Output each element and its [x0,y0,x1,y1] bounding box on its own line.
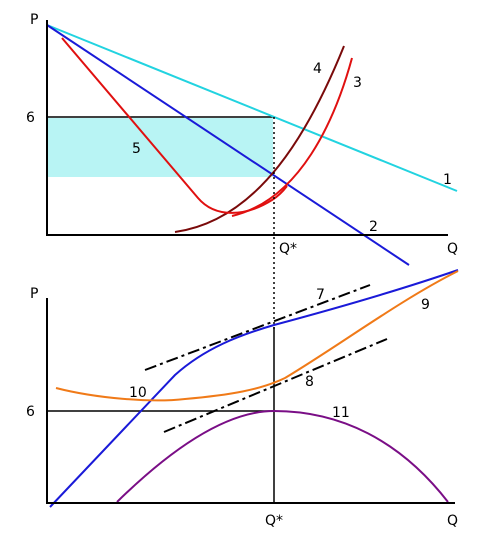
tangent-7-line [144,284,371,371]
curve-11-curve [116,409,449,503]
price-tick-upper: 6 [26,110,35,126]
curve-10-label: 10 [129,385,147,401]
q-star-tick-lower: Q* [265,513,283,529]
curve-2-line [46,24,410,266]
curve-3-label: 3 [353,75,362,91]
curve-11-label: 11 [332,405,350,421]
curve-5-label: 5 [132,141,141,157]
price-tick-lower: 6 [26,404,35,420]
y-axis-label-lower: P [30,286,38,302]
curve-4-curve [174,45,345,233]
x-axis-label-lower: Q [447,513,458,529]
curve-9-label: 9 [421,297,430,313]
upper-panel: P 6 Q Q* 1 2 3 4 5 [26,12,458,266]
curve-1-line [46,24,458,192]
curve-10-curve [55,270,459,402]
profit-area [47,118,273,177]
x-axis-label-upper: Q [447,241,458,257]
curve-9-curve [49,269,459,508]
curve-1-label: 1 [443,172,452,188]
q-star-tick-upper: Q* [279,241,297,257]
curve-8-label: 8 [305,374,314,390]
tangent-8-line [163,338,388,433]
y-axis-label-upper: P [30,12,38,28]
curve-2-label: 2 [369,219,378,235]
curve-7-label: 7 [316,287,325,303]
lower-panel: P 6 Q Q* 7 8 9 10 11 [26,269,459,529]
curve-5-curve [61,37,288,214]
curve-4-label: 4 [313,61,322,77]
